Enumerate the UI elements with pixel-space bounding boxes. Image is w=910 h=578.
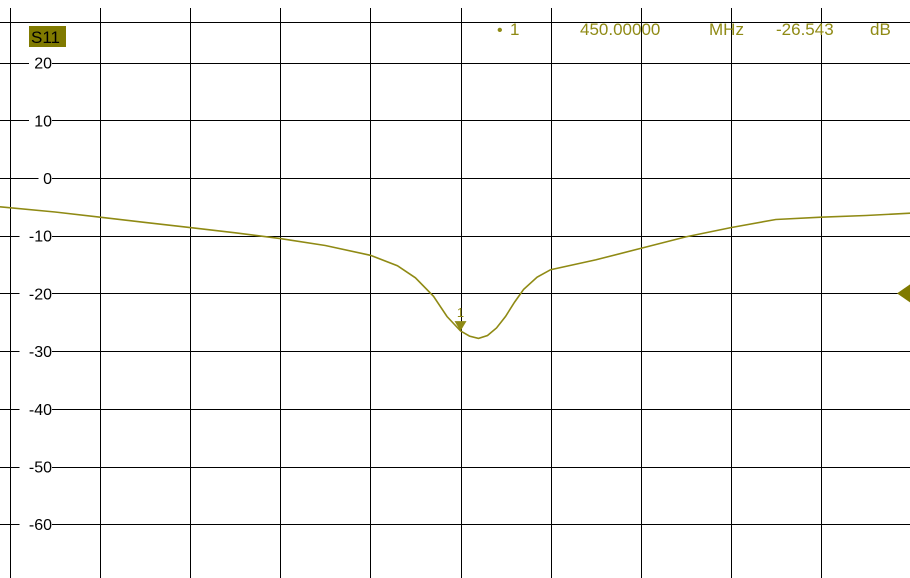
trace-s11-line — [0, 206, 910, 340]
marker-value-unit: dB — [870, 20, 891, 39]
y-tick-label-background — [19, 284, 52, 301]
y-tick-label-background — [38, 169, 52, 185]
y-tick-label-background — [29, 53, 52, 70]
y-tick-label: -40 — [29, 402, 52, 419]
y-tick-label: 0 — [43, 171, 52, 188]
trace-label: S11 — [31, 28, 60, 47]
y-tick-label: -60 — [29, 517, 52, 534]
marker-frequency-unit: MHz — [709, 20, 744, 39]
triangle-left-icon[interactable] — [897, 284, 910, 303]
trace-label-background — [29, 26, 66, 47]
marker-1-number: 1 — [457, 305, 464, 320]
y-tick-label-background — [19, 342, 52, 359]
marker-readout-id: 1 — [510, 20, 519, 39]
y-tick-label-background — [19, 399, 52, 416]
marker-value: -26.543 — [776, 20, 834, 39]
y-tick-label-background — [19, 515, 52, 532]
y-tick-label: -30 — [29, 344, 52, 361]
y-tick-label: -10 — [29, 229, 52, 246]
marker-1[interactable]: 1 — [454, 305, 467, 332]
y-tick-label-background — [19, 457, 52, 474]
y-tick-label: -20 — [29, 286, 52, 303]
y-tick-label-background — [19, 226, 52, 243]
marker-frequency: 450.00000 — [580, 20, 660, 39]
y-tick-label-background — [29, 111, 52, 128]
marker-readout: • 1 450.00000 MHz -26.543 dB — [497, 20, 891, 39]
y-tick-label: 20 — [34, 56, 52, 73]
y-axis-tick-labels: 20 10 0 -10 -20 -30 -40 -50 -60 — [19, 53, 52, 534]
trace-label-badge[interactable]: S11 — [29, 26, 66, 47]
y-tick-label: 10 — [34, 113, 52, 130]
grid — [0, 8, 910, 578]
y-tick-label: -50 — [29, 460, 52, 477]
triangle-down-icon — [454, 321, 467, 332]
marker-readout-bullet: • — [497, 22, 503, 39]
